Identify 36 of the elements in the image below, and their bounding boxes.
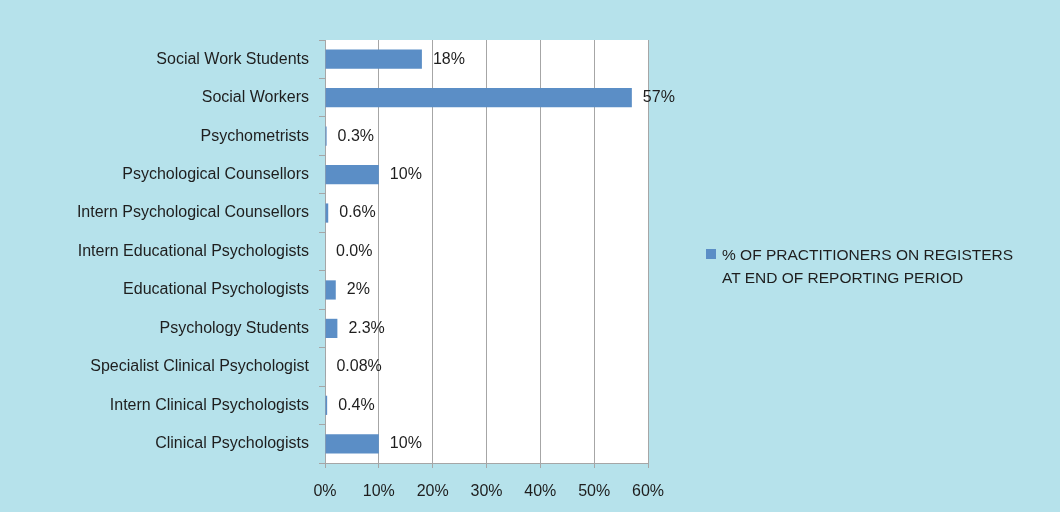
bar [325, 280, 336, 300]
data-label: 10% [389, 434, 422, 452]
data-label: 10% [389, 165, 422, 182]
y-tick-label: Psychometrists [200, 126, 309, 144]
data-label: 0.0% [336, 241, 373, 259]
data-label: 0.4% [338, 395, 375, 413]
x-tick-label: 50% [578, 482, 611, 500]
data-label: 0.08% [336, 357, 382, 375]
y-tick-label: Educational Psychologists [123, 280, 309, 298]
y-tick-label: Psychology Students [159, 318, 309, 336]
x-tick-label: 10% [362, 482, 395, 500]
y-tick-label: Clinical Psychologists [155, 434, 309, 452]
y-tick-label: Intern Psychological Counsellors [76, 203, 309, 221]
y-tick-label: Psychological Counsellors [122, 165, 309, 182]
data-label: 57% [642, 88, 675, 106]
data-label: 0.6% [339, 203, 376, 221]
bar [325, 434, 379, 454]
x-tick-label: 60% [631, 482, 665, 500]
legend-label: % OF PRACTITIONERS ON REGISTERS AT END OF REPORTING PERIOD [722, 245, 1015, 288]
y-tick-label: Social Workers [201, 88, 309, 106]
data-label: 2% [346, 280, 370, 298]
x-tick-label: 30% [470, 482, 503, 500]
y-tick-label: Intern Educational Psychologists [77, 241, 309, 259]
y-tick-label: Specialist Clinical Psychologist [90, 357, 310, 375]
y-tick-label: Social Work Students [156, 49, 309, 67]
bar [325, 164, 379, 185]
bar [325, 318, 338, 339]
x-tick-label: 20% [416, 482, 449, 500]
x-tick-label: 0% [313, 482, 337, 500]
data-label: 18% [432, 49, 465, 67]
data-label: 2.3% [348, 318, 385, 336]
y-tick-label: Intern Clinical Psychologists [109, 395, 309, 413]
x-tick-label: 40% [524, 482, 557, 500]
bar [325, 49, 422, 69]
bar [325, 88, 632, 108]
data-label: 0.3% [337, 126, 375, 144]
